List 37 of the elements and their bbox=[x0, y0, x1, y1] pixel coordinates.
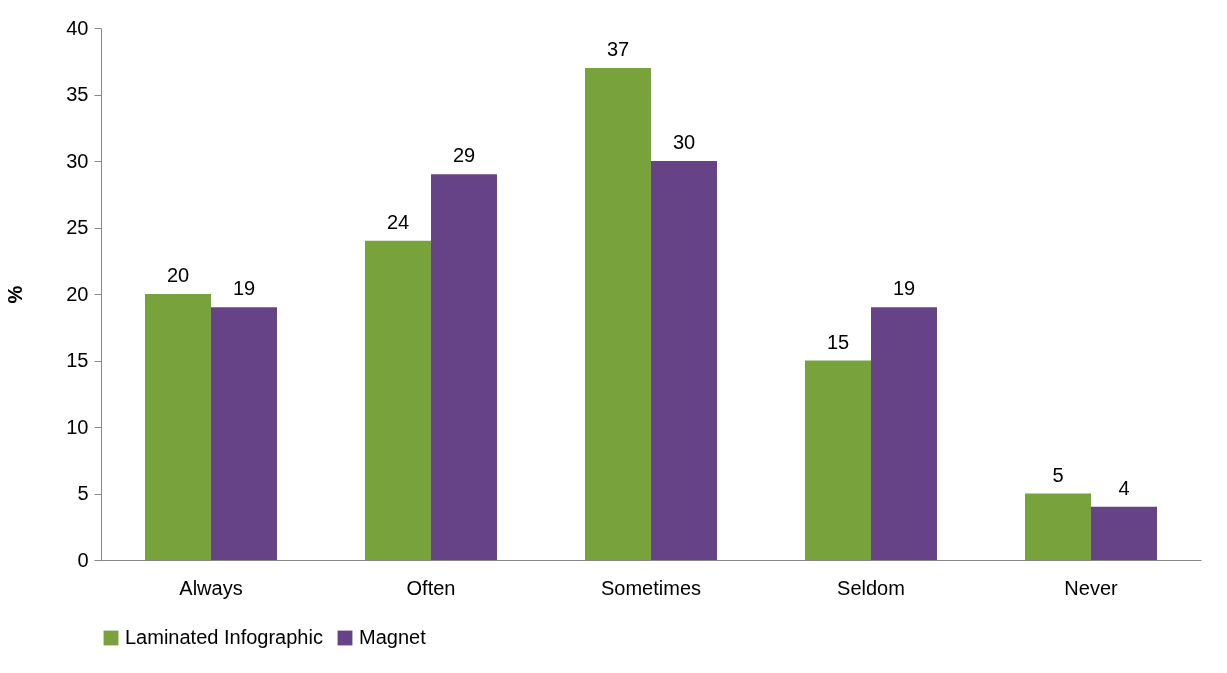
data-label: 15 bbox=[826, 330, 850, 353]
y-axis-title: % bbox=[4, 285, 27, 304]
bar bbox=[211, 307, 277, 560]
y-tick-label: 5 bbox=[77, 482, 89, 504]
bar bbox=[651, 161, 717, 560]
x-tick-label: Seldom bbox=[837, 576, 905, 599]
legend-label: Laminated Infographic bbox=[125, 626, 323, 648]
bar bbox=[365, 240, 431, 560]
bar bbox=[805, 360, 871, 560]
y-tick-label: 30 bbox=[66, 149, 89, 172]
bar bbox=[431, 174, 497, 560]
y-tick-label: 40 bbox=[66, 16, 89, 39]
x-tick-label: Sometimes bbox=[600, 576, 702, 599]
x-tick-label: Always bbox=[179, 576, 243, 599]
data-label: 4 bbox=[1118, 476, 1130, 499]
y-tick-label: 10 bbox=[66, 415, 89, 438]
y-tick-label: 20 bbox=[66, 282, 89, 305]
y-tick-label: 35 bbox=[66, 83, 89, 105]
bar bbox=[1091, 506, 1157, 560]
y-tick-label: 25 bbox=[66, 216, 89, 238]
data-label: 19 bbox=[232, 277, 256, 300]
data-label: 20 bbox=[166, 264, 190, 286]
x-tick-label: Often bbox=[406, 576, 456, 599]
bar bbox=[585, 67, 651, 560]
data-label: 37 bbox=[606, 37, 630, 60]
bar bbox=[871, 307, 937, 560]
data-label: 30 bbox=[672, 131, 696, 153]
bar bbox=[145, 294, 211, 560]
data-label: 29 bbox=[452, 144, 476, 167]
data-label: 24 bbox=[386, 210, 410, 233]
x-tick-label: Never bbox=[1064, 576, 1119, 599]
bar bbox=[1025, 493, 1091, 560]
y-tick-label: 15 bbox=[66, 349, 89, 371]
y-tick-label: 0 bbox=[77, 548, 89, 571]
legend-label: Magnet bbox=[359, 626, 427, 648]
data-label: 19 bbox=[892, 277, 916, 300]
data-label: 5 bbox=[1052, 463, 1064, 486]
